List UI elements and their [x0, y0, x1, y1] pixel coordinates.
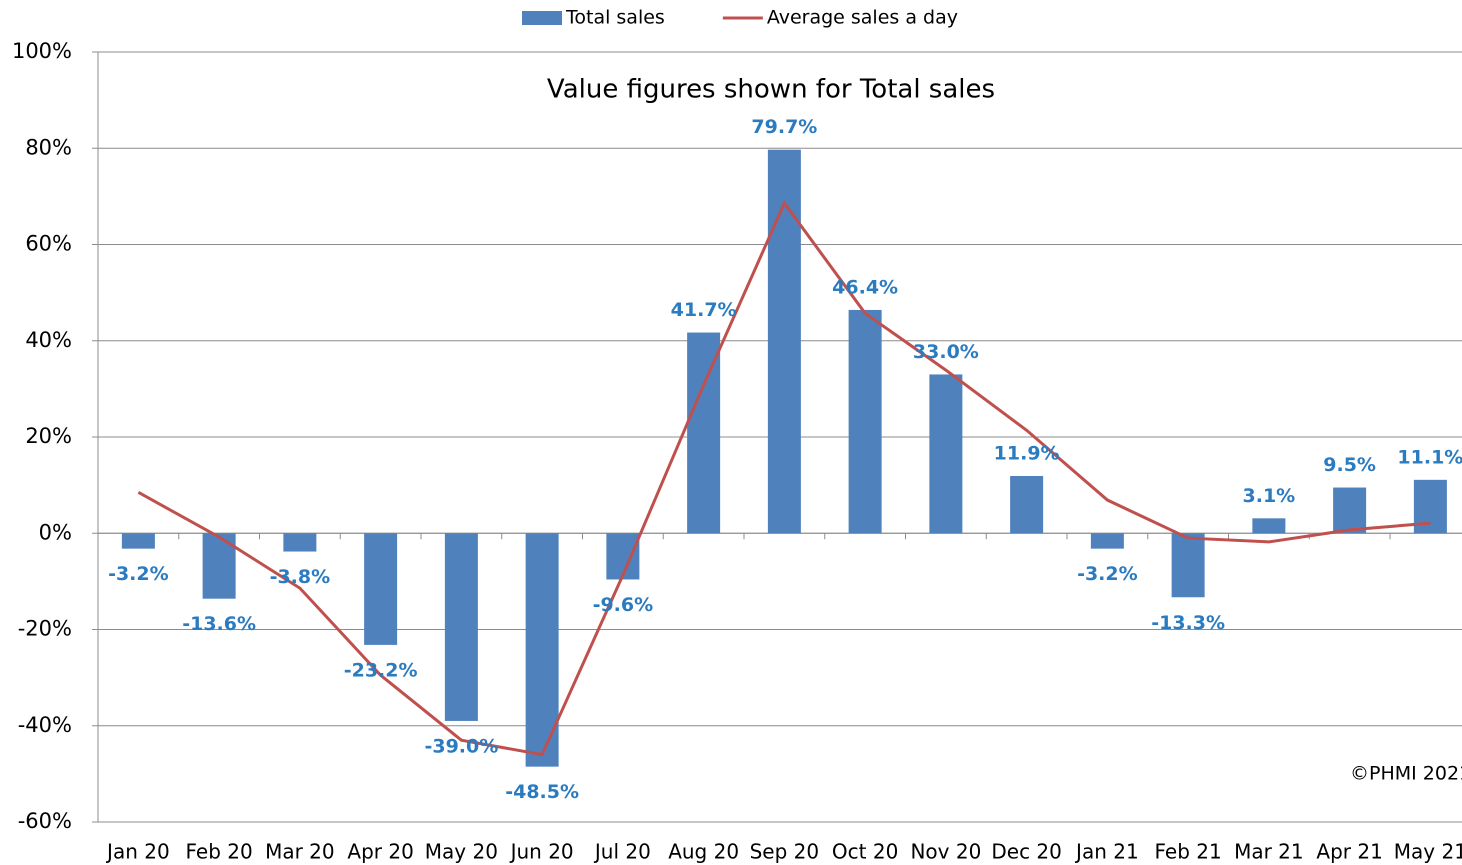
data-label: -23.2%: [344, 659, 418, 681]
data-label: -9.6%: [593, 594, 654, 616]
x-tick-label: Feb 20: [186, 840, 253, 864]
y-tick-label: 0%: [39, 520, 72, 544]
x-tick-label: Apr 21: [1316, 840, 1382, 864]
bar: [929, 374, 963, 534]
x-tick-label: Feb 21: [1155, 840, 1222, 864]
x-tick-label: Oct 20: [832, 840, 898, 864]
bar: [444, 533, 478, 721]
x-tick-label: Jan 21: [1074, 840, 1139, 864]
bar: [767, 149, 801, 534]
y-tick-label: 80%: [25, 135, 72, 159]
data-label: 46.4%: [832, 276, 898, 298]
y-tick-label: 100%: [12, 39, 72, 63]
data-label: 33.0%: [913, 341, 979, 363]
x-tick-label: May 21: [1394, 840, 1462, 864]
bar: [687, 332, 721, 534]
x-tick-label: Jul 20: [593, 840, 651, 864]
x-tick-label: Jun 20: [509, 840, 574, 864]
annotation: ©PHMI 2021: [1350, 763, 1462, 785]
data-label: -3.2%: [108, 563, 169, 585]
bar: [283, 533, 317, 552]
legend-label: Total sales: [565, 7, 665, 29]
bar: [1333, 487, 1367, 534]
bar: [364, 533, 398, 645]
x-tick-label: Nov 20: [910, 840, 981, 864]
x-tick-label: Aug 20: [668, 840, 739, 864]
x-tick-label: Dec 20: [991, 840, 1062, 864]
bar: [1171, 533, 1205, 598]
y-tick-label: 40%: [25, 328, 72, 352]
bar: [1252, 518, 1286, 534]
y-tick-label: 60%: [25, 232, 72, 256]
data-label: 9.5%: [1323, 454, 1376, 476]
annotation: Value figures shown for Total sales: [547, 75, 995, 105]
legend-swatch: [522, 11, 562, 25]
data-label: 11.9%: [994, 442, 1060, 464]
data-label: -3.2%: [1077, 563, 1138, 585]
data-label: 11.1%: [1397, 446, 1462, 468]
x-tick-label: Mar 20: [265, 840, 335, 864]
data-label: -3.8%: [270, 566, 331, 588]
data-label: 3.1%: [1243, 485, 1296, 507]
x-tick-label: Sep 20: [750, 840, 820, 864]
bar: [1010, 475, 1044, 534]
x-tick-label: May 20: [425, 840, 498, 864]
x-tick-label: Apr 20: [347, 840, 413, 864]
data-label: -13.6%: [182, 613, 256, 635]
x-tick-label: Jan 20: [105, 840, 170, 864]
data-label: 41.7%: [671, 299, 737, 321]
data-label: -13.3%: [1151, 612, 1225, 634]
bar: [1090, 533, 1124, 549]
data-label: 79.7%: [751, 116, 817, 138]
bar: [121, 533, 155, 549]
data-label: -48.5%: [505, 781, 579, 803]
y-tick-label: -40%: [18, 713, 72, 737]
line: [137, 200, 1431, 757]
legend-label: Average sales a day: [767, 7, 958, 29]
y-tick-label: -60%: [18, 809, 72, 833]
x-tick-label: Mar 21: [1234, 840, 1304, 864]
y-tick-label: -20%: [18, 617, 72, 641]
y-tick-label: 20%: [25, 424, 72, 448]
bar: [848, 309, 882, 534]
data-label: -39.0%: [424, 735, 498, 757]
